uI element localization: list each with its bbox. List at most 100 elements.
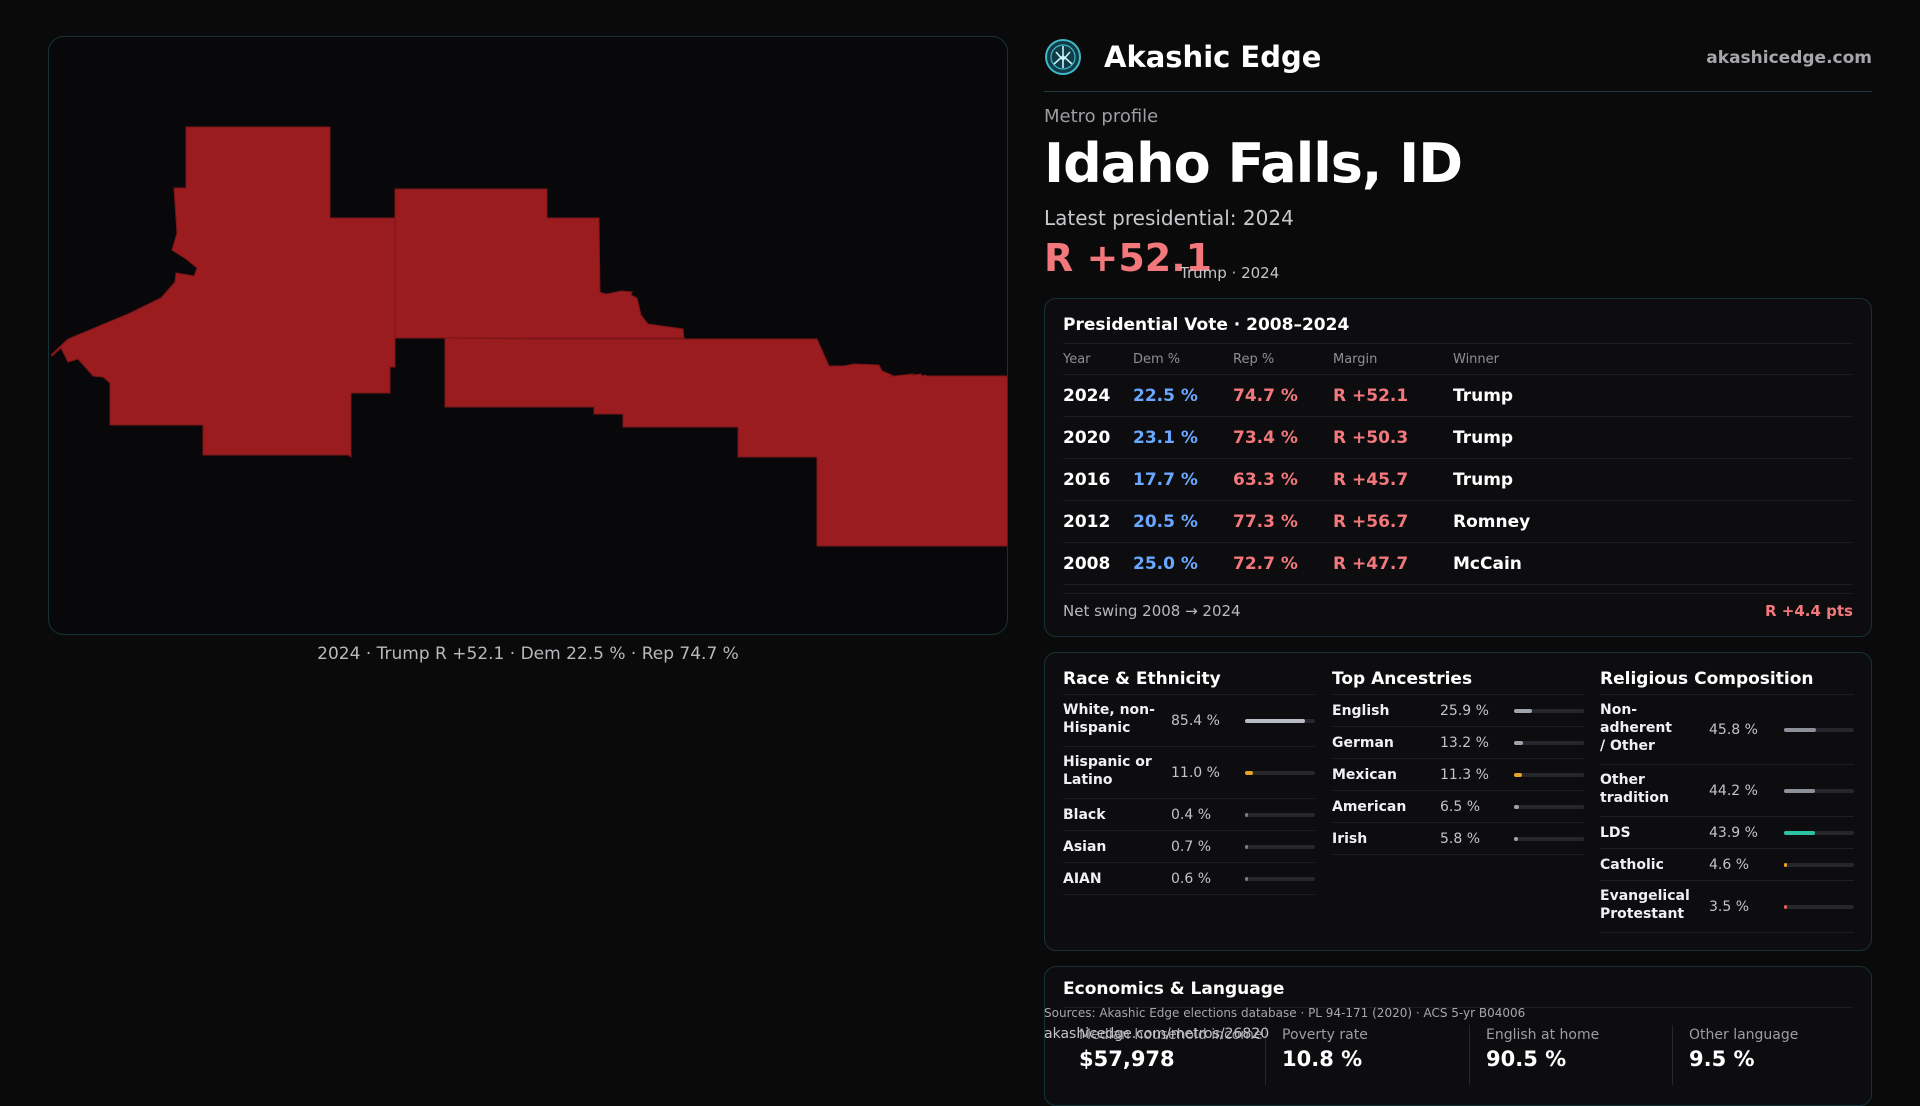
list-item: Hispanic or Latino 11.0 % — [1063, 747, 1315, 799]
metro-map[interactable] — [48, 36, 1008, 635]
list-item: AIAN 0.6 % — [1063, 863, 1315, 895]
demographics-card: Race & Ethnicity White, non-Hispanic 85.4… — [1044, 652, 1872, 951]
demo-label: Mexican — [1332, 767, 1397, 783]
header-year: Year — [1063, 352, 1091, 367]
brand-url-link[interactable]: akashicedge.com — [1706, 48, 1872, 68]
net-swing-label: Net swing 2008 → 2024 — [1063, 602, 1241, 620]
list-item: White, non-Hispanic 85.4 % — [1063, 695, 1315, 747]
share-bar-fill — [1514, 741, 1524, 745]
econ-cell-poverty: Poverty rate 10.8 % — [1282, 1027, 1482, 1071]
latest-margin: R +52.1 — [1044, 236, 1213, 280]
county-shapes — [50, 126, 1008, 547]
econ-value: 10.8 % — [1282, 1047, 1363, 1071]
vote-table-header: Year Dem % Rep % Margin Winner — [1063, 343, 1853, 375]
cell-rep: 63.3 % — [1233, 470, 1298, 490]
demo-value: 5.8 % — [1440, 831, 1481, 847]
share-bar — [1245, 877, 1315, 881]
econ-value: $57,978 — [1079, 1047, 1175, 1071]
list-item: Evangelical Protestant 3.5 % — [1600, 881, 1854, 933]
cell-rep: 73.4 % — [1233, 428, 1298, 448]
cell-margin: R +50.3 — [1333, 428, 1409, 448]
econ-cell-english: English at home 90.5 % — [1486, 1027, 1686, 1071]
demo-label: AIAN — [1063, 871, 1102, 887]
table-row: 2012 20.5 % 77.3 % R +56.7 Romney — [1063, 501, 1853, 543]
permalink-link[interactable]: akashicedge.com/metros/26820 — [1044, 1026, 1270, 1042]
demo-label: LDS — [1600, 825, 1631, 841]
share-bar-fill — [1514, 837, 1519, 841]
county-shape[interactable] — [394, 188, 685, 340]
cell-year: 2008 — [1063, 554, 1111, 574]
econ-divider — [1672, 1025, 1673, 1085]
demo-value: 0.6 % — [1171, 871, 1212, 887]
econ-cell-other-language: Other language 9.5 % — [1689, 1027, 1889, 1071]
header-winner: Winner — [1453, 352, 1500, 367]
share-bar-fill — [1514, 709, 1533, 713]
net-swing-row: Net swing 2008 → 2024 R +4.4 pts — [1063, 593, 1853, 629]
brand-name: Akashic Edge — [1104, 40, 1322, 74]
cell-rep: 74.7 % — [1233, 386, 1298, 406]
county-shape[interactable] — [50, 126, 396, 458]
ancestry-section: Top Ancestries English 25.9 % German 13.2 %… — [1332, 667, 1584, 855]
list-item: Irish 5.8 % — [1332, 823, 1584, 855]
latest-presidential-label: Latest presidential: 2024 — [1044, 206, 1294, 230]
share-bar — [1245, 813, 1315, 817]
cell-year: 2012 — [1063, 512, 1111, 532]
demo-label: Hispanic or Latino — [1063, 754, 1152, 788]
share-bar-fill — [1245, 877, 1248, 881]
cell-winner: Trump — [1453, 428, 1514, 448]
demo-label: American — [1332, 799, 1407, 815]
demo-label: English — [1332, 703, 1390, 719]
race-ethnicity-section: Race & Ethnicity White, non-Hispanic 85.4… — [1063, 667, 1315, 895]
share-bar — [1784, 831, 1854, 835]
econ-value: 9.5 % — [1689, 1047, 1755, 1071]
county-shape[interactable] — [444, 337, 1008, 547]
cell-margin: R +45.7 — [1333, 470, 1409, 490]
religion-section: Religious Composition Non-adherent / Oth… — [1600, 667, 1854, 933]
share-bar-fill — [1245, 813, 1248, 817]
race-title: Race & Ethnicity — [1063, 667, 1315, 695]
economics-title: Economics & Language — [1063, 979, 1285, 999]
demo-value: 0.7 % — [1171, 839, 1212, 855]
cell-winner: Trump — [1453, 470, 1514, 490]
cell-dem: 20.5 % — [1133, 512, 1198, 532]
economics-divider — [1063, 1007, 1853, 1008]
religion-title: Religious Composition — [1600, 667, 1854, 695]
list-item: Black 0.4 % — [1063, 799, 1315, 831]
share-bar — [1784, 863, 1854, 867]
demo-value: 3.5 % — [1709, 899, 1750, 915]
header-dem: Dem % — [1133, 352, 1181, 367]
list-item: Asian 0.7 % — [1063, 831, 1315, 863]
list-item: English 25.9 % — [1332, 695, 1584, 727]
cell-dem: 23.1 % — [1133, 428, 1198, 448]
share-bar — [1245, 719, 1315, 723]
demo-label: Evangelical Protestant — [1600, 888, 1690, 922]
share-bar — [1245, 845, 1315, 849]
econ-label: Median household income — [1079, 1027, 1263, 1043]
list-item: LDS 43.9 % — [1600, 817, 1854, 849]
page-title: Idaho Falls, ID — [1044, 132, 1463, 195]
vote-card-title: Presidential Vote · 2008–2024 — [1063, 315, 1350, 335]
cell-margin: R +52.1 — [1333, 386, 1409, 406]
demo-value: 85.4 % — [1171, 713, 1220, 729]
share-bar — [1514, 773, 1584, 777]
brand-header: Akashic Edge akashicedge.com — [1044, 36, 1872, 92]
demo-label: Catholic — [1600, 857, 1664, 873]
sources-note: Sources: Akashic Edge elections database… — [1044, 1006, 1526, 1020]
share-bar — [1514, 741, 1584, 745]
profile-eyebrow: Metro profile — [1044, 106, 1159, 127]
presidential-vote-card: Presidential Vote · 2008–2024 Year Dem %… — [1044, 298, 1872, 637]
share-bar-fill — [1245, 845, 1248, 849]
demo-value: 11.0 % — [1171, 765, 1220, 781]
list-item: Other tradition 44.2 % — [1600, 765, 1854, 817]
demo-label: German — [1332, 735, 1394, 751]
demo-value: 6.5 % — [1440, 799, 1481, 815]
table-row: 2016 17.7 % 63.3 % R +45.7 Trump — [1063, 459, 1853, 501]
cell-rep: 72.7 % — [1233, 554, 1298, 574]
share-bar-fill — [1784, 789, 1815, 793]
share-bar — [1514, 805, 1584, 809]
demo-label: Asian — [1063, 839, 1107, 855]
share-bar-fill — [1784, 905, 1787, 909]
net-swing-value: R +4.4 pts — [1765, 602, 1853, 620]
cell-year: 2016 — [1063, 470, 1111, 490]
demo-value: 4.6 % — [1709, 857, 1750, 873]
